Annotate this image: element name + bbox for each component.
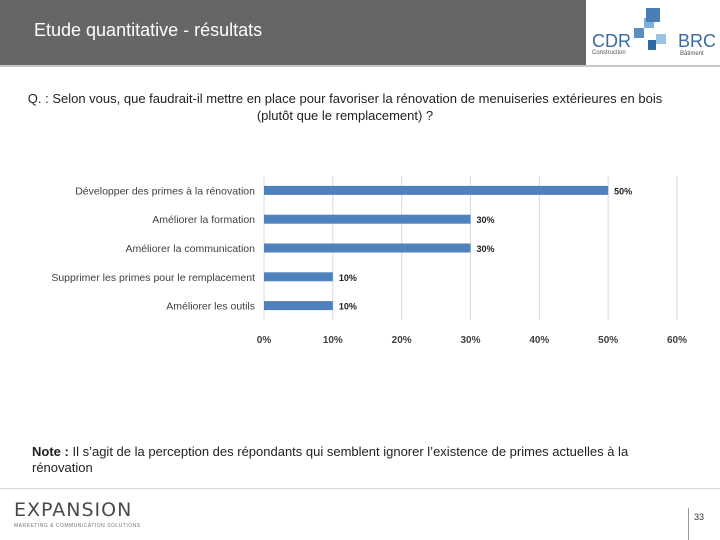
bar [264,214,471,224]
bar [264,185,609,195]
logo-brc-text: BRC [678,31,716,51]
bar-chart: 0% 10% 20% 30% 40% 50% 60% Développer des prime… [51,176,687,346]
note-text: Il s’agit de la perception des répondant… [32,444,629,475]
x-tick-label: 60% [667,335,687,346]
cdr-brc-logo: CDR Construction BRC Bâtiment [586,0,720,66]
page-number: 33 [694,512,705,522]
header-bar: Etude quantitative - résultats [0,0,586,65]
category-label: Améliorer la formation [152,214,255,226]
x-tick-label: 40% [529,335,549,346]
survey-question: Q. : Selon vous, que faudrait-il mettre … [27,91,663,123]
page-number-divider [688,508,689,540]
footer-divider [0,488,720,489]
bar [264,272,333,282]
header-divider [0,65,720,67]
bar [264,301,333,311]
data-label: 10% [339,273,357,283]
bar [264,243,471,253]
category-label: Développer des primes à la rénovation [75,185,255,197]
logo-cdr-text: CDR [592,31,631,51]
logo-brc-sub: Bâtiment [680,51,704,57]
x-tick-label: 20% [392,335,412,346]
x-tick-label: 10% [323,335,343,346]
data-label: 30% [477,215,495,225]
data-label: 30% [477,244,495,254]
logo-cdr-sub: Construction [592,50,626,56]
data-label: 10% [339,302,357,312]
data-label: 50% [614,186,632,196]
cdr-brc-logo-graphic: CDR Construction BRC Bâtiment [592,8,716,57]
category-label: Améliorer les outils [166,301,255,313]
expansion-tagline: MARKETING & COMMUNICATION SOLUTIONS [14,523,141,529]
x-tick-label: 0% [257,335,272,346]
note-label: Note : [32,444,69,459]
category-label: Améliorer la communication [125,243,255,255]
x-tick-label: 50% [598,335,618,346]
expansion-logo: EXPANSION [14,499,133,521]
page-title: Etude quantitative - résultats [34,20,263,40]
note: Note : Il s’agit de la perception des ré… [32,444,672,476]
category-label: Supprimer les primes pour le remplacemen… [51,272,255,284]
x-tick-label: 30% [460,335,480,346]
